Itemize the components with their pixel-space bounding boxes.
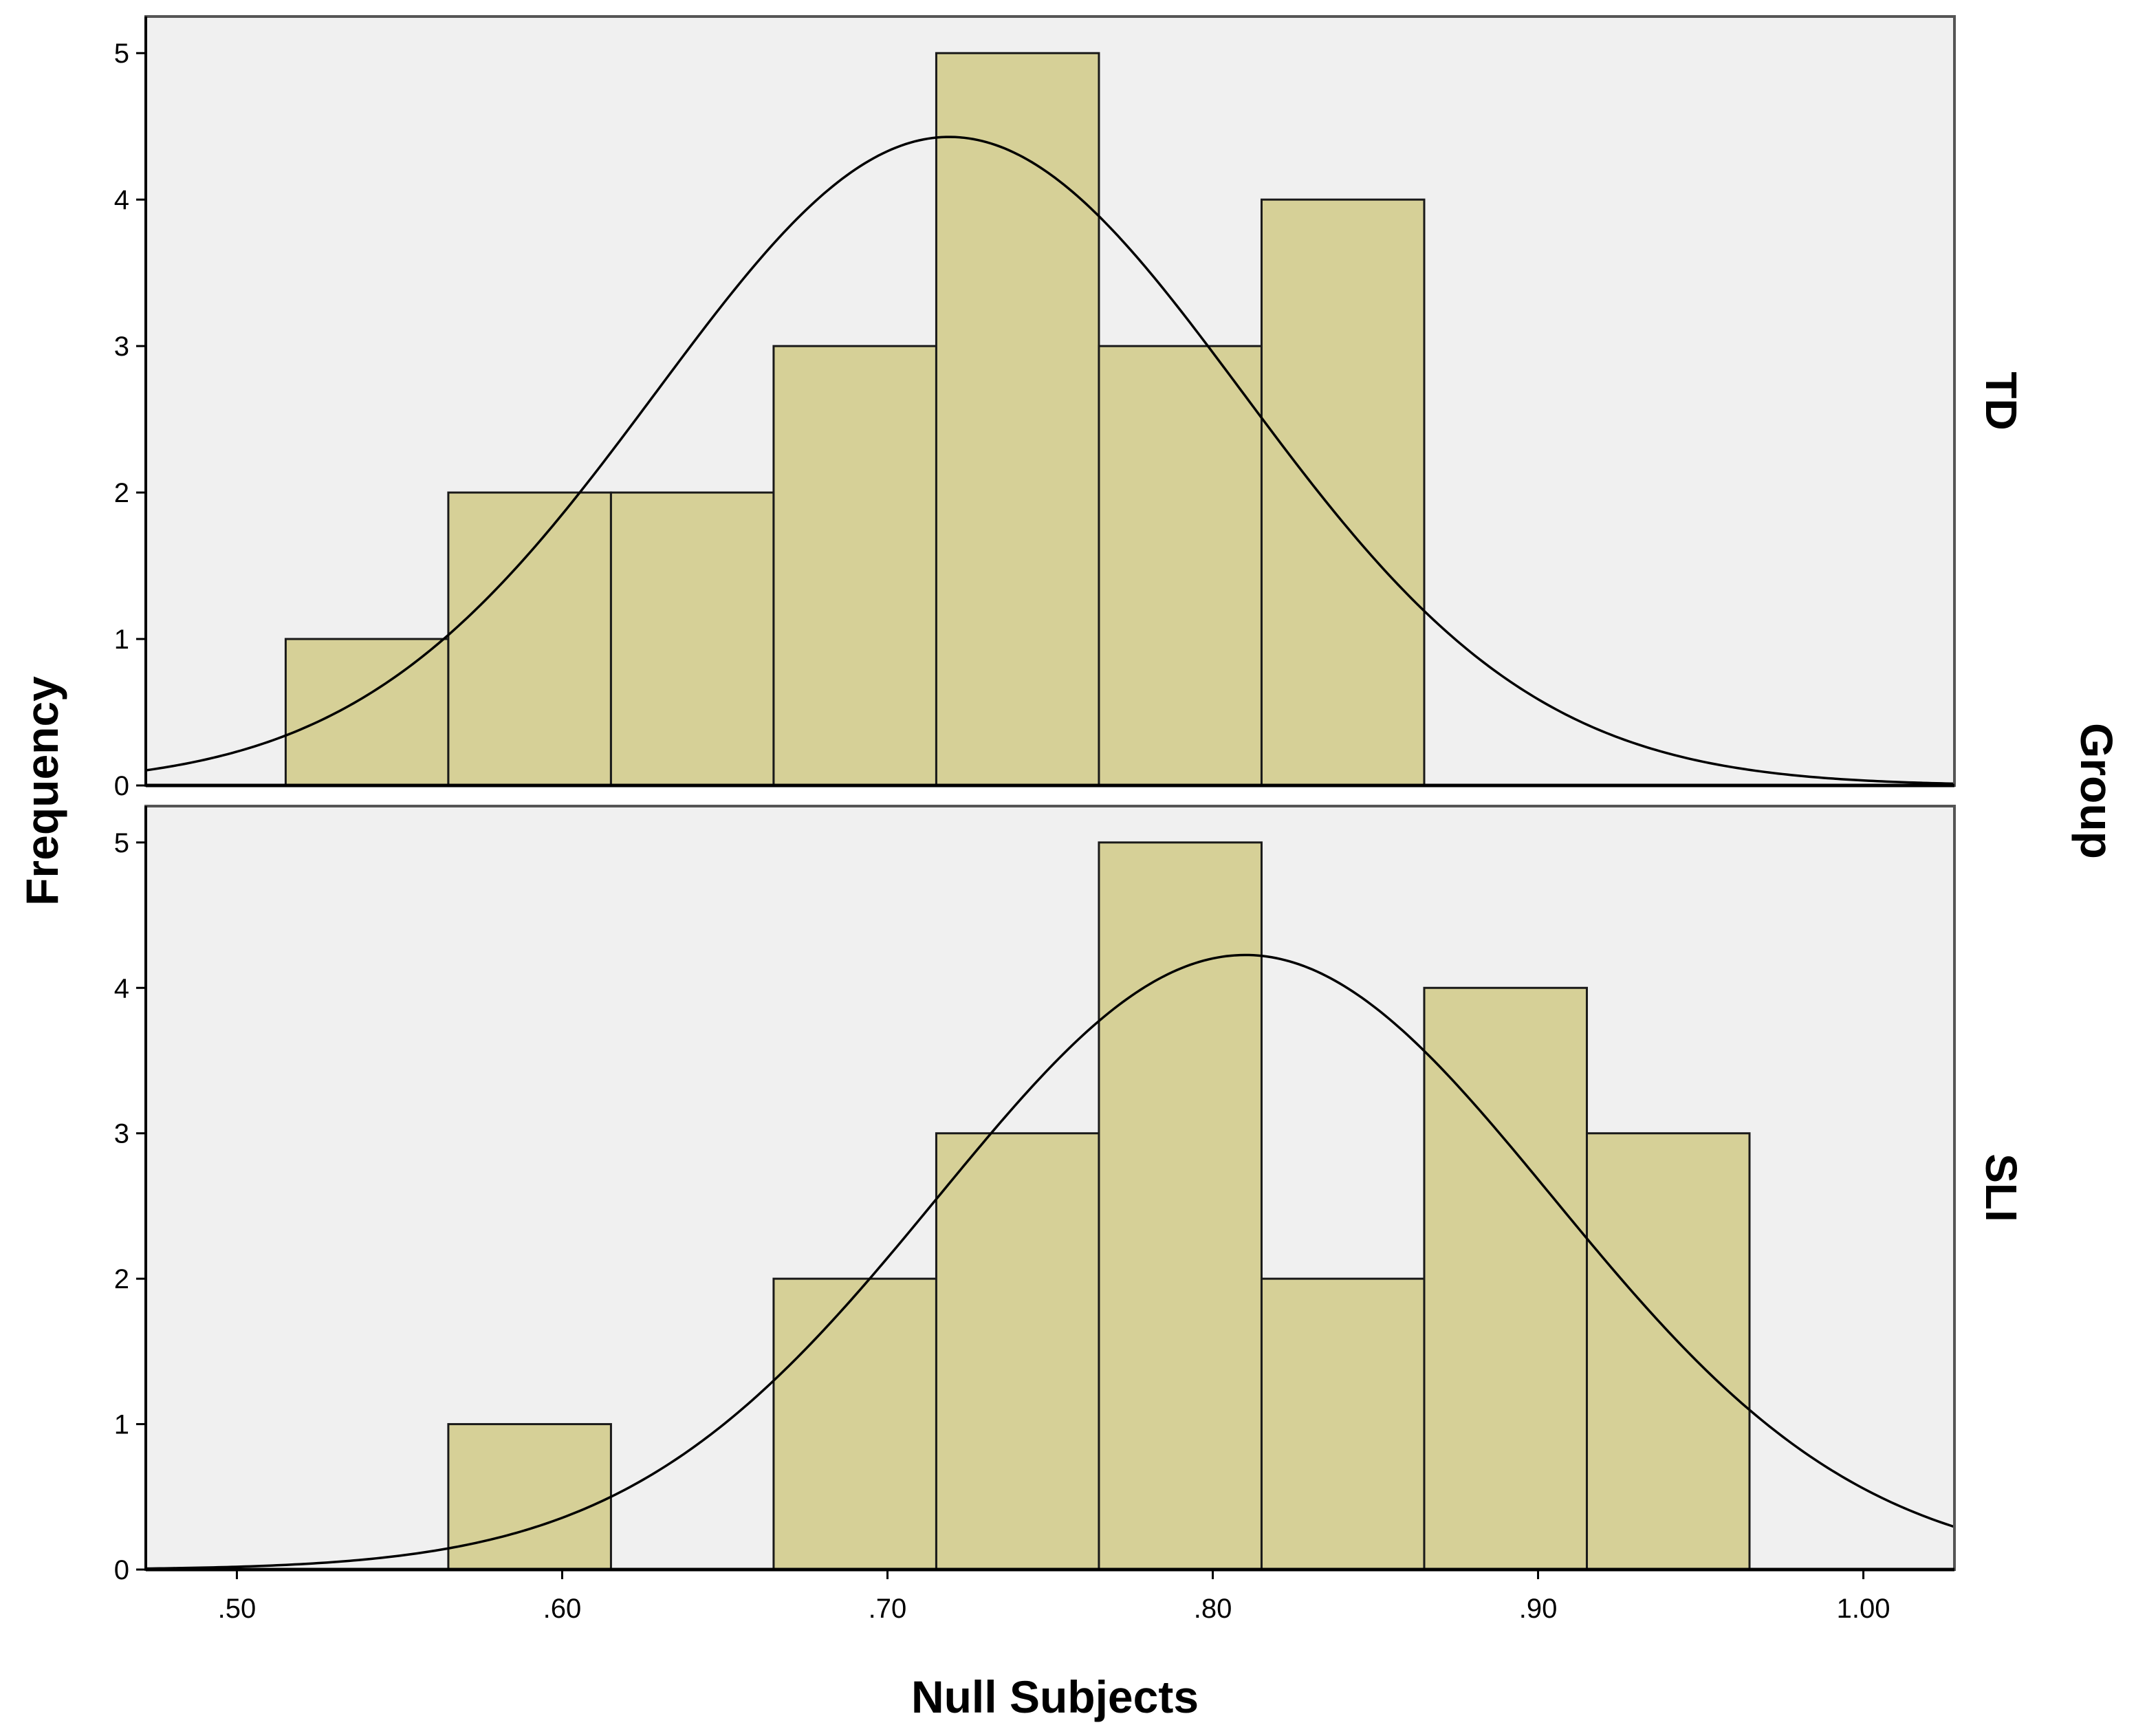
panel-axis-title: Group [2071,723,2122,859]
histogram-bar [1098,841,1263,1571]
panels-layer: 0 1 2 3 4 5 TD 0 1 2 3 4 5 SLI .50 .60 .70 .80 .90 1.00 [114,15,2026,1624]
histogram-bar [1260,1277,1426,1571]
group-label: TD [1976,371,2026,430]
normal-curve [145,135,1955,785]
y-tick-label: 2 [114,1264,129,1294]
x-axis-title: Null Subjects [911,1671,1199,1722]
y-tick-label: 1 [114,1410,129,1440]
histogram-bar [447,491,612,787]
x-tick-label: 1.00 [1837,1594,1890,1624]
histogram-bar [1260,198,1426,787]
histogram-bar [772,345,937,787]
histogram-bar [609,491,775,787]
histogram-bar [1585,1132,1751,1571]
histogram-bar [447,1423,612,1571]
histogram-bar [772,1277,937,1571]
y-tick-label: 4 [114,973,129,1003]
histogram-bar [284,638,450,787]
y-tick-label: 5 [114,39,129,69]
histogram-bar [1098,345,1263,787]
y-tick-label: 3 [114,332,129,362]
normal-curve [145,953,1955,1570]
panel-td: 0 1 2 3 4 5 TD [114,15,2026,801]
histogram-bar [935,52,1100,787]
panel-sli: 0 1 2 3 4 5 SLI [114,805,2026,1585]
histogram-bar [1423,986,1588,1571]
y-tick-label: 4 [114,185,129,215]
y-axis-title: Frequency [17,676,67,906]
x-axis: .50 .60 .70 .80 .90 1.00 [218,1570,1890,1624]
y-tick-label: 2 [114,478,129,508]
y-tick-label: 1 [114,625,129,655]
y-tick-label: 3 [114,1119,129,1149]
x-tick-label: .60 [543,1594,582,1624]
x-tick-label: .90 [1519,1594,1558,1624]
y-tick-label: 0 [114,1555,129,1585]
x-tick-label: .70 [869,1594,907,1624]
group-label: SLI [1976,1153,2026,1222]
x-tick-label: .50 [218,1594,257,1624]
y-tick-label: 5 [114,828,129,858]
x-tick-label: .80 [1194,1594,1232,1624]
histogram-bar [935,1132,1100,1571]
y-tick-label: 0 [114,771,129,801]
